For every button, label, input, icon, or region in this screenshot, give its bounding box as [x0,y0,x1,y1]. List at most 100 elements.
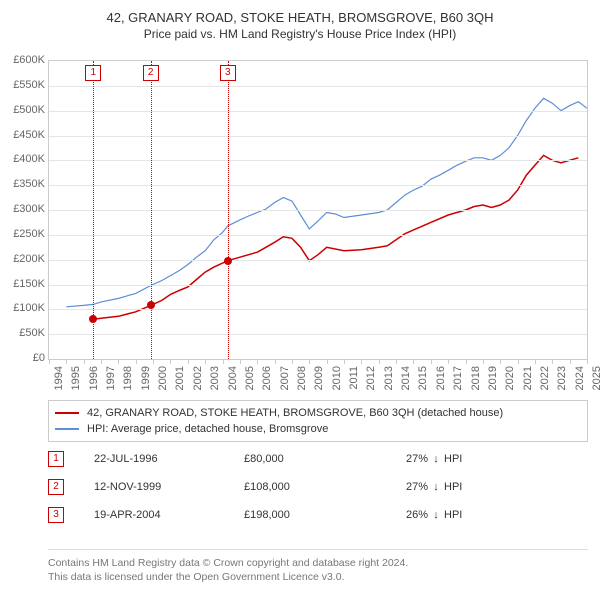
gridline [49,309,587,310]
x-tick-mark [587,360,588,364]
x-tick-mark [431,360,432,364]
y-tick-label: £250K [1,228,45,240]
legend-item-property: 42, GRANARY ROAD, STOKE HEATH, BROMSGROV… [55,405,581,421]
x-tick-mark [118,360,119,364]
event-row: 212-NOV-1999£108,00027%↓HPI [48,473,588,501]
event-hpi-label: HPI [444,481,588,493]
footer-line: This data is licensed under the Open Gov… [48,570,588,584]
x-tick-mark [483,360,484,364]
gridline [49,210,587,211]
y-tick-label: £600K [1,54,45,66]
x-tick-mark [344,360,345,364]
legend-swatch [55,428,79,430]
gridline [49,235,587,236]
hpi-line [66,98,587,306]
down-arrow-icon: ↓ [428,481,444,493]
x-tick-mark [188,360,189,364]
x-tick-mark [466,360,467,364]
event-vline [151,61,152,359]
legend-swatch [55,412,79,414]
chart-subtitle: Price paid vs. HM Land Registry's House … [0,25,600,41]
event-price: £80,000 [244,453,364,465]
x-tick-mark [257,360,258,364]
event-index-box: 2 [143,65,159,81]
x-tick-mark [170,360,171,364]
event-pct: 27% [364,453,428,465]
event-date: 12-NOV-1999 [64,481,244,493]
x-tick-mark [361,360,362,364]
gridline [49,334,587,335]
event-idx: 2 [48,479,64,495]
event-index-box: 1 [85,65,101,81]
x-tick-mark [49,360,50,364]
x-tick-mark [101,360,102,364]
event-row: 122-JUL-1996£80,00027%↓HPI [48,445,588,473]
x-tick-mark [309,360,310,364]
x-tick-mark [535,360,536,364]
x-tick-mark [570,360,571,364]
event-date: 22-JUL-1996 [64,453,244,465]
x-tick-mark [223,360,224,364]
down-arrow-icon: ↓ [428,509,444,521]
y-tick-label: £50K [1,327,45,339]
x-tick-mark [66,360,67,364]
x-tick-mark [518,360,519,364]
x-tick-mark [500,360,501,364]
events-table: 122-JUL-1996£80,00027%↓HPI212-NOV-1999£1… [48,445,588,529]
gridline [49,285,587,286]
x-tick-mark [292,360,293,364]
gridline [49,111,587,112]
y-tick-label: £100K [1,302,45,314]
x-tick-mark [275,360,276,364]
gridline [49,136,587,137]
event-price: £198,000 [244,509,364,521]
event-vline [228,61,229,359]
x-tick-mark [153,360,154,364]
footer-line: Contains HM Land Registry data © Crown c… [48,556,588,570]
chart-container: 42, GRANARY ROAD, STOKE HEATH, BROMSGROV… [0,0,600,590]
y-tick-label: £400K [1,153,45,165]
x-tick-mark [136,360,137,364]
x-tick-mark [240,360,241,364]
property-line [93,155,578,319]
x-tick-mark [205,360,206,364]
y-tick-label: £550K [1,79,45,91]
y-tick-label: £500K [1,104,45,116]
down-arrow-icon: ↓ [428,453,444,465]
event-idx: 1 [48,451,64,467]
gridline [49,260,587,261]
event-index-box: 3 [220,65,236,81]
event-row: 319-APR-2004£198,00026%↓HPI [48,501,588,529]
y-tick-label: £0 [1,352,45,364]
event-date: 19-APR-2004 [64,509,244,521]
gridline [49,160,587,161]
legend-item-hpi: HPI: Average price, detached house, Brom… [55,421,581,437]
x-tick-label: 2025 [591,366,600,406]
chart-title: 42, GRANARY ROAD, STOKE HEATH, BROMSGROV… [0,10,600,25]
event-pct: 27% [364,481,428,493]
x-tick-mark [413,360,414,364]
y-tick-label: £300K [1,203,45,215]
event-pct: 26% [364,509,428,521]
y-tick-label: £150K [1,278,45,290]
y-tick-label: £200K [1,253,45,265]
chart-area: £0£50K£100K£150K£200K£250K£300K£350K£400… [48,60,588,360]
legend-box: 42, GRANARY ROAD, STOKE HEATH, BROMSGROV… [48,400,588,442]
legend-label: HPI: Average price, detached house, Brom… [87,423,328,435]
footer: Contains HM Land Registry data © Crown c… [48,549,588,584]
y-tick-label: £450K [1,129,45,141]
y-tick-label: £350K [1,178,45,190]
x-tick-mark [396,360,397,364]
x-tick-mark [327,360,328,364]
event-hpi-label: HPI [444,509,588,521]
event-idx: 3 [48,507,64,523]
x-tick-mark [379,360,380,364]
x-tick-mark [552,360,553,364]
event-price: £108,000 [244,481,364,493]
gridline [49,86,587,87]
event-hpi-label: HPI [444,453,588,465]
titles: 42, GRANARY ROAD, STOKE HEATH, BROMSGROV… [0,0,600,41]
x-tick-mark [84,360,85,364]
event-marker [224,257,232,265]
gridline [49,185,587,186]
